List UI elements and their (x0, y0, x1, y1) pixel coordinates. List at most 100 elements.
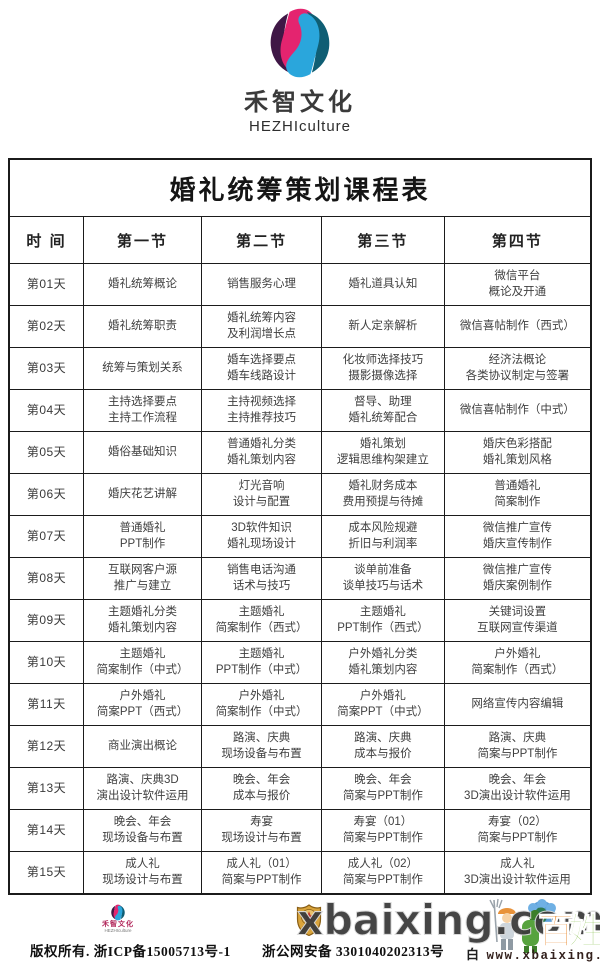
column-header: 第三节 (321, 216, 445, 264)
table-row: 第05天 婚俗基础知识 普通婚礼分类 婚礼策划内容 婚礼策划 逻辑思维构架建立 婚庆色彩… (8, 431, 592, 474)
course-cell: 主题婚礼分类 婚礼策划内容 (82, 599, 203, 642)
course-cell: 户外婚礼 简案PPT（西式） (82, 683, 203, 726)
course-cell: 微信平台 概论及开通 (443, 263, 592, 306)
course-cell: 谈单前准备 谈单技巧与话术 (321, 557, 445, 600)
course-cell: 成人礼（01） 简案与PPT制作 (201, 851, 323, 895)
course-cell: 婚礼策划 逻辑思维构架建立 (321, 431, 445, 474)
day-cell: 第14天 (8, 809, 84, 852)
watermark-url-text: 白 www.xbaixing.com (466, 944, 600, 963)
course-cell: 微信喜帖制作（中式） (443, 389, 592, 432)
course-cell: 户外婚礼分类 婚礼策划内容 (321, 641, 445, 684)
course-cell: 晚会、年会 3D演出设计软件运用 (443, 767, 592, 810)
table-row: 第11天 户外婚礼 简案PPT（西式） 户外婚礼 简案制作（中式） 户外婚礼 简案PP… (8, 683, 592, 726)
police-badge-icon (296, 904, 322, 936)
footer-brand-en: HEZHIculture (104, 928, 132, 933)
course-cell: 统筹与策划关系 (82, 347, 203, 390)
table-row: 第02天 婚礼统筹职责 婚礼统筹内容 及利润增长点 新人定亲解析 微信喜帖制作（西式） (8, 305, 592, 348)
day-cell: 第08天 (8, 557, 84, 600)
course-cell: 婚礼统筹内容 及利润增长点 (201, 305, 323, 348)
course-cell: 新人定亲解析 (321, 305, 445, 348)
footer-brand-cn: 禾智文化 (102, 921, 134, 928)
course-cell: 主题婚礼 PPT制作（中式） (201, 641, 323, 684)
column-header: 第二节 (201, 216, 323, 264)
table-row: 第04天 主持选择要点 主持工作流程 主持视频选择 主持推荐技巧 督导、助理 婚礼统筹… (8, 389, 592, 432)
course-cell: 销售服务心理 (201, 263, 323, 306)
course-cell: 网络宣传内容编辑 (443, 683, 592, 726)
course-cell: 经济法概论 各类协议制定与签署 (443, 347, 592, 390)
xbaixing-watermark: xbaixing.com (296, 895, 600, 945)
course-cell: 户外婚礼 简案制作（中式） (201, 683, 323, 726)
course-cell: 普通婚礼 简案制作 (443, 473, 592, 516)
day-cell: 第13天 (8, 767, 84, 810)
day-cell: 第15天 (8, 851, 84, 895)
day-cell: 第02天 (8, 305, 84, 348)
course-cell: 化妆师选择技巧 摄影摄像选择 (321, 347, 445, 390)
day-cell: 第07天 (8, 515, 84, 558)
course-cell: 关键词设置 互联网宣传渠道 (443, 599, 592, 642)
course-table-body: 婚礼统筹策划课程表 时 间第一节 第二节 第三节 第四节 第01天 婚礼统筹概论 销售服务… (8, 158, 592, 895)
day-cell: 第03天 (8, 347, 84, 390)
course-cell: 互联网客户源 推广与建立 (82, 557, 203, 600)
table-row: 第08天 互联网客户源 推广与建立 销售电话沟通 话术与技巧 谈单前准备 谈单技巧与话… (8, 557, 592, 600)
course-cell: 灯光音响 设计与配置 (201, 473, 323, 516)
course-cell: 晚会、年会 现场设备与布置 (82, 809, 203, 852)
hezhi-logo-icon (270, 8, 330, 78)
page-footer: 禾智文化 HEZHIculture 版权所有. 浙ICP备15005713号-1… (0, 895, 600, 972)
course-cell: 商业演出概论 (82, 725, 203, 768)
table-header-row: 时 间第一节 第二节 第三节 第四节 (8, 216, 592, 264)
column-header: 第四节 (443, 216, 592, 264)
course-cell: 寿宴（02） 简案与PPT制作 (443, 809, 592, 852)
table-row: 第14天 晚会、年会 现场设备与布置 寿宴 现场设计与布置 寿宴（01） 简案与PPT… (8, 809, 592, 852)
course-cell: 主题婚礼 简案制作（中式） (82, 641, 203, 684)
brand-name-cn: 禾智文化 (244, 89, 356, 116)
course-cell: 婚车选择要点 婚车线路设计 (201, 347, 323, 390)
table-row: 第15天 成人礼 现场设计与布置 成人礼（01） 简案与PPT制作 成人礼（02） 简… (8, 851, 592, 895)
course-cell: 主题婚礼 简案制作（西式） (201, 599, 323, 642)
table-title-row: 婚礼统筹策划课程表 (8, 158, 592, 217)
course-cell: 婚礼统筹职责 (82, 305, 203, 348)
baixing-mascots-graphic (489, 898, 556, 953)
table-row: 第06天 婚庆花艺讲解 灯光音响 设计与配置 婚礼财务成本 费用预提与待摊 普通婚礼 简… (8, 473, 592, 516)
day-cell: 第12天 (8, 725, 84, 768)
course-cell: 路演、庆典 现场设备与布置 (201, 725, 323, 768)
watermark-url: www.xbaixing.com (486, 949, 600, 963)
column-header: 时 间 (8, 216, 84, 264)
table-row: 第09天 主题婚礼分类 婚礼策划内容 主题婚礼 简案制作（西式） 主题婚礼 PPT制作… (8, 599, 592, 642)
course-cell: 微信喜帖制作（西式） (443, 305, 592, 348)
course-cell: 主持选择要点 主持工作流程 (82, 389, 203, 432)
course-table: 婚礼统筹策划课程表 时 间第一节 第二节 第三节 第四节 第01天 婚礼统筹概论 销售服务… (8, 158, 592, 895)
course-cell: 成人礼 现场设计与布置 (82, 851, 203, 895)
course-cell: 婚礼道具认知 (321, 263, 445, 306)
brand-name-en: HEZHIculture (248, 118, 352, 135)
course-cell: 婚庆色彩搭配 婚礼策划风格 (443, 431, 592, 474)
day-cell: 第01天 (8, 263, 84, 306)
course-cell: 成本风险规避 折旧与利润率 (321, 515, 445, 558)
course-cell: 户外婚礼 简案制作（西式） (443, 641, 592, 684)
baixing-bai-glyph: 百 (537, 910, 575, 951)
table-row: 第10天 主题婚礼 简案制作（中式） 主题婚礼 PPT制作（中式） 户外婚礼分类 婚礼… (8, 641, 592, 684)
footer-brand: 禾智文化 HEZHIculture (94, 904, 142, 933)
brand-header: 禾智文化 HEZHIculture (0, 6, 600, 135)
course-cell: 督导、助理 婚礼统筹配合 (321, 389, 445, 432)
day-cell: 第10天 (8, 641, 84, 684)
table-row: 第12天 商业演出概论 路演、庆典 现场设备与布置 路演、庆典 成本与报价 路演、庆典 … (8, 725, 592, 768)
course-cell: 寿宴 现场设计与布置 (201, 809, 323, 852)
course-cell: 普通婚礼分类 婚礼策划内容 (201, 431, 323, 474)
course-cell: 婚俗基础知识 (82, 431, 203, 474)
course-cell: 路演、庆典 成本与报价 (321, 725, 445, 768)
course-cell: 婚礼统筹概论 (82, 263, 203, 306)
course-cell: 成人礼（02） 简案与PPT制作 (321, 851, 445, 895)
course-cell: 普通婚礼 PPT制作 (82, 515, 203, 558)
course-cell: 微信推广宣传 婚庆案例制作 (443, 557, 592, 600)
table-title: 婚礼统筹策划课程表 (8, 158, 592, 217)
watermark-fragment: 白 (466, 947, 481, 962)
course-cell: 婚礼财务成本 费用预提与待摊 (321, 473, 445, 516)
table-row: 第01天 婚礼统筹概论 销售服务心理 婚礼道具认知 微信平台 概论及开通 (8, 263, 592, 306)
day-cell: 第05天 (8, 431, 84, 474)
icp-copyright: 版权所有. 浙ICP备15005713号-1 (30, 944, 231, 959)
column-header: 第一节 (82, 216, 203, 264)
police-registration-text: 浙公网安备 3301040202313号 (262, 944, 445, 959)
table-row: 第07天 普通婚礼 PPT制作 3D软件知识 婚礼现场设计 成本风险规避 折旧与利润率… (8, 515, 592, 558)
table-row: 第03天 统筹与策划关系 婚车选择要点 婚车线路设计 化妆师选择技巧 摄影摄像选择 经济… (8, 347, 592, 390)
course-cell: 晚会、年会 成本与报价 (201, 767, 323, 810)
